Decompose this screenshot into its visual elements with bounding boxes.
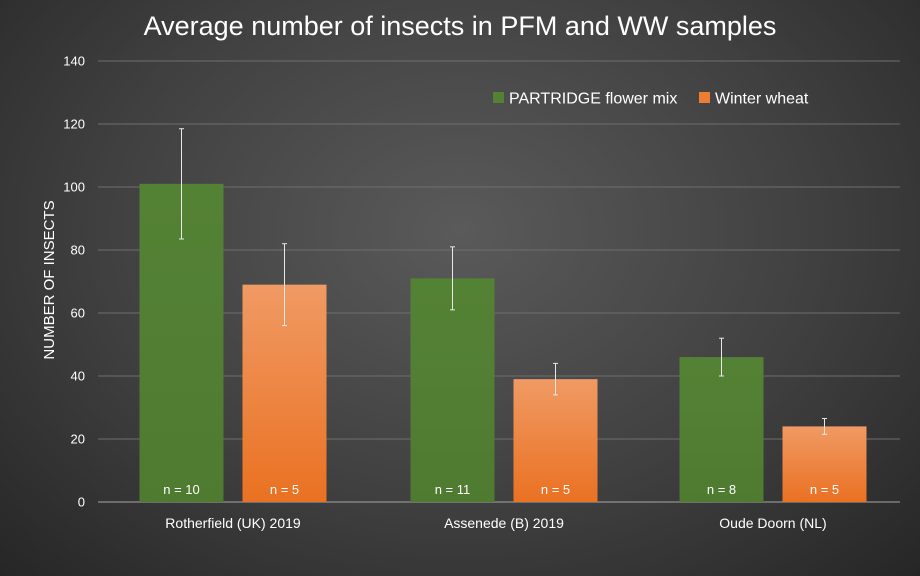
y-tick-label: 0: [78, 495, 85, 510]
sample-size-label: n = 5: [541, 482, 570, 497]
chart-title: Average number of insects in PFM and WW …: [144, 11, 777, 41]
sample-size-label: n = 11: [435, 482, 471, 497]
bars: [139, 183, 867, 502]
gridlines: [98, 60, 900, 503]
bar-pfm-1: [410, 278, 495, 502]
legend-swatch-ww: [699, 92, 710, 103]
bar-pfm-2: [679, 357, 764, 502]
y-tick-label: 120: [63, 117, 85, 132]
legend-label: Winter wheat: [715, 91, 809, 108]
x-axis-categories: Rotherfield (UK) 2019 Assenede (B) 2019 Ou…: [165, 515, 826, 531]
y-tick-label: 80: [71, 243, 85, 258]
y-tick-label: 60: [71, 306, 85, 321]
legend-label: PARTRIDGE flower mix: [509, 91, 677, 108]
y-axis-label: NUMBER OF INSECTS: [41, 200, 58, 359]
bar-ww-2: [782, 426, 867, 502]
y-axis-ticks: 0 20 40 60 80 100 120 140: [63, 54, 85, 510]
x-category-label: Assenede (B) 2019: [444, 515, 564, 531]
bar-ww-1: [513, 379, 598, 502]
sample-size-label: n = 8: [707, 482, 736, 497]
n-labels: n = 10 n = 11 n = 8 n = 5 n = 5 n = 5: [163, 482, 839, 497]
x-category-label: Rotherfield (UK) 2019: [165, 515, 301, 531]
error-bars: [179, 128, 827, 435]
y-tick-label: 20: [71, 432, 85, 447]
sample-size-label: n = 5: [270, 482, 299, 497]
x-category-label: Oude Doorn (NL): [719, 515, 826, 531]
y-tick-label: 100: [63, 180, 85, 195]
y-tick-label: 140: [63, 54, 85, 69]
sample-size-label: n = 5: [810, 482, 839, 497]
legend-swatch-pfm: [493, 92, 504, 103]
legend: PARTRIDGE flower mix Winter wheat: [493, 91, 809, 108]
y-tick-label: 40: [71, 369, 85, 384]
sample-size-label: n = 10: [163, 482, 200, 497]
